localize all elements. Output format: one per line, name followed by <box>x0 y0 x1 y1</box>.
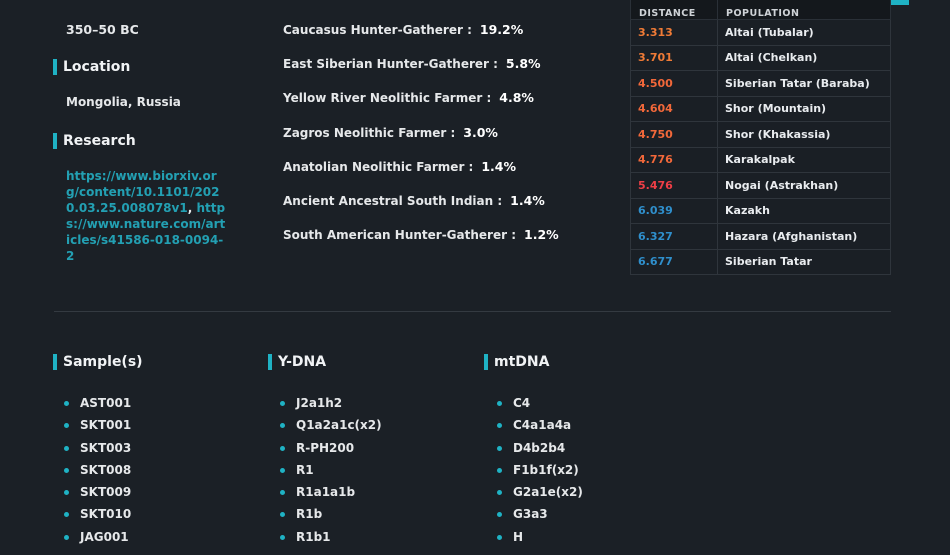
distance-value: 4.776 <box>630 146 718 173</box>
ancestry-name: East Siberian Hunter-Gatherer : <box>283 57 498 71</box>
table-row: 5.476 Nogai (Astrakhan) <box>630 172 891 199</box>
location-title: Location <box>53 59 130 75</box>
research-links: https://www.biorxiv.org/content/10.1101/… <box>66 168 226 264</box>
list-item: SKT001 <box>64 414 131 436</box>
list-item: Q1a2a1c(x2) <box>280 414 382 436</box>
population-header[interactable]: POPULATION <box>717 0 891 20</box>
ancestry-name: Ancient Ancestral South Indian : <box>283 194 503 208</box>
ancestry-item: Ancient Ancestral South Indian : 1.4% <box>283 193 545 208</box>
distance-header[interactable]: DISTANCE <box>630 0 718 20</box>
list-item: F1b1f(x2) <box>497 459 583 481</box>
table-row: 6.039 Kazakh <box>630 197 891 224</box>
distance-value: 3.701 <box>630 44 718 71</box>
distance-value: 6.039 <box>630 197 718 224</box>
distance-value: 4.750 <box>630 121 718 148</box>
ancestry-percent: 5.8% <box>505 56 541 71</box>
distance-value: 4.604 <box>630 95 718 122</box>
table-row: 3.313 Altai (Tubalar) <box>630 19 891 46</box>
ancestry-percent: 1.4% <box>481 159 517 174</box>
list-item: G2a1e(x2) <box>497 481 583 503</box>
location-value: Mongolia, Russia <box>66 95 181 109</box>
ancestry-item: Yellow River Neolithic Farmer : 4.8% <box>283 90 534 105</box>
link-separator: , <box>187 201 193 215</box>
population-name: Shor (Mountain) <box>717 95 891 122</box>
list-item: SKT003 <box>64 437 131 459</box>
population-name: Kazakh <box>717 197 891 224</box>
list-item: J2a1h2 <box>280 392 382 414</box>
population-name: Shor (Khakassia) <box>717 121 891 148</box>
population-name: Hazara (Afghanistan) <box>717 223 891 250</box>
ancestry-percent: 1.2% <box>524 227 559 242</box>
time-period: 350–50 BC <box>66 22 139 37</box>
research-title: Research <box>53 133 136 149</box>
distance-value: 5.476 <box>630 172 718 199</box>
distance-value: 3.313 <box>630 19 718 46</box>
ancestry-percent: 19.2% <box>479 22 524 37</box>
mtdna-list: C4 C4a1a4a D4b2b4 F1b1f(x2) G2a1e(x2) G3… <box>497 392 583 548</box>
mtdna-title: mtDNA <box>484 354 549 370</box>
list-item: SKT008 <box>64 459 131 481</box>
list-item: SKT010 <box>64 503 131 525</box>
list-item: D4b2b4 <box>497 437 583 459</box>
population-name: Siberian Tatar <box>717 248 891 275</box>
ancestry-percent: 1.4% <box>510 193 545 208</box>
population-name: Altai (Chelkan) <box>717 44 891 71</box>
table-row: 6.677 Siberian Tatar <box>630 248 891 275</box>
list-item: JAG001 <box>64 526 131 548</box>
list-item: C4 <box>497 392 583 414</box>
list-item: R1 <box>280 459 382 481</box>
list-item: R1b <box>280 503 382 525</box>
distance-value: 4.500 <box>630 70 718 97</box>
ancestry-item: Zagros Neolithic Farmer : 3.0% <box>283 125 498 140</box>
list-item: R-PH200 <box>280 437 382 459</box>
list-item: SKT009 <box>64 481 131 503</box>
ancestry-percent: 4.8% <box>499 90 534 105</box>
ancestry-item: South American Hunter-Gatherer : 1.2% <box>283 227 559 242</box>
list-item: R1a1a1b <box>280 481 382 503</box>
table-row: 6.327 Hazara (Afghanistan) <box>630 223 891 250</box>
ancestry-name: South American Hunter-Gatherer : <box>283 228 516 242</box>
ancestry-item: Anatolian Neolithic Farmer : 1.4% <box>283 159 516 174</box>
section-divider <box>54 311 891 312</box>
table-row: 4.604 Shor (Mountain) <box>630 95 891 122</box>
table-row: 4.750 Shor (Khakassia) <box>630 121 891 148</box>
table-header-row: DISTANCE POPULATION <box>630 0 891 20</box>
distance-value: 6.677 <box>630 248 718 275</box>
list-item: C4a1a4a <box>497 414 583 436</box>
list-item: H <box>497 526 583 548</box>
ancestry-item: Caucasus Hunter-Gatherer : 19.2% <box>283 22 523 37</box>
ancestry-item: East Siberian Hunter-Gatherer : 5.8% <box>283 56 541 71</box>
table-row: 4.500 Siberian Tatar (Baraba) <box>630 70 891 97</box>
table-row: 4.776 Karakalpak <box>630 146 891 173</box>
population-name: Nogai (Astrakhan) <box>717 172 891 199</box>
table-row: 3.701 Altai (Chelkan) <box>630 44 891 71</box>
samples-title: Sample(s) <box>53 354 143 370</box>
population-name: Siberian Tatar (Baraba) <box>717 70 891 97</box>
ancestry-name: Caucasus Hunter-Gatherer : <box>283 23 472 37</box>
ydna-list: J2a1h2 Q1a2a1c(x2) R-PH200 R1 R1a1a1b R1… <box>280 392 382 548</box>
research-link-biorxiv[interactable]: https://www.biorxiv.org/content/10.1101/… <box>66 169 220 215</box>
ancestry-name: Yellow River Neolithic Farmer : <box>283 91 492 105</box>
population-name: Karakalpak <box>717 146 891 173</box>
samples-list: AST001 SKT001 SKT003 SKT008 SKT009 SKT01… <box>64 392 131 548</box>
ancestry-name: Anatolian Neolithic Farmer : <box>283 160 474 174</box>
ydna-title: Y-DNA <box>268 354 326 370</box>
distance-table: DISTANCE POPULATION 3.313 Altai (Tubalar)… <box>630 0 891 275</box>
distance-value: 6.327 <box>630 223 718 250</box>
list-item: G3a3 <box>497 503 583 525</box>
research-link-nature[interactable]: https://www.nature.com/articles/s41586-0… <box>66 201 226 263</box>
list-item: AST001 <box>64 392 131 414</box>
population-name: Altai (Tubalar) <box>717 19 891 46</box>
list-item: R1b1 <box>280 526 382 548</box>
ancestry-name: Zagros Neolithic Farmer : <box>283 126 456 140</box>
ancestry-percent: 3.0% <box>463 125 498 140</box>
